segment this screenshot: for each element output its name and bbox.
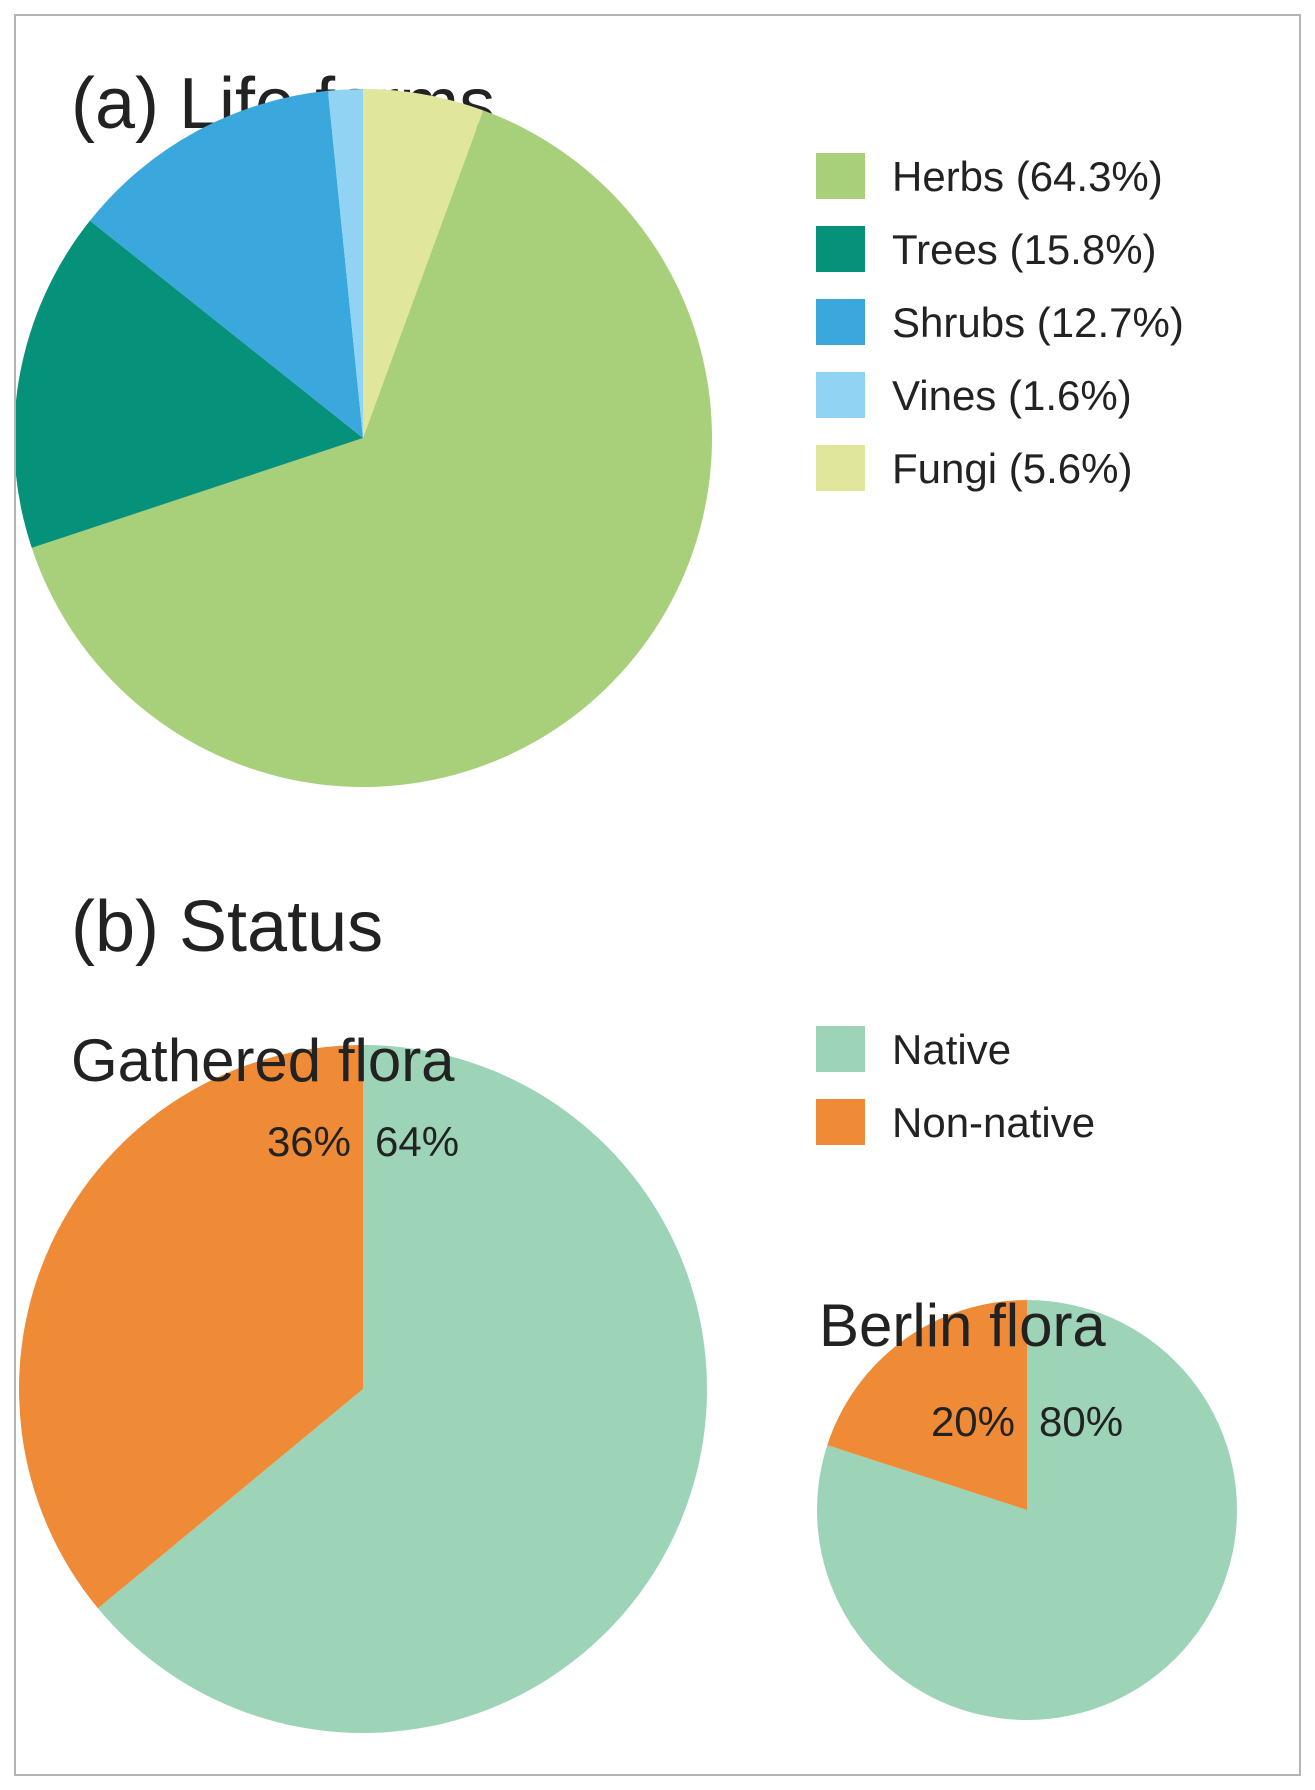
legend-label-vines: Vines (1.6%) xyxy=(892,372,1132,419)
life-forms-slice-shrubs xyxy=(89,90,363,439)
gathered-flora-slice-native xyxy=(97,1045,707,1733)
panel-b-title: (b) Status xyxy=(71,887,383,967)
berlin-flora-label: Berlin flora xyxy=(819,1292,1106,1359)
legend-swatch-herbs xyxy=(816,153,865,199)
life-forms-legend: Herbs (64.3%) Trees (15.8%) Shrubs (12.7%)… xyxy=(816,153,1184,492)
life-forms-slice-herbs xyxy=(31,110,712,788)
legend-label-fungi: Fungi (5.6%) xyxy=(892,445,1132,492)
legend-swatch-fungi xyxy=(816,445,865,491)
legend-label-herbs: Herbs (64.3%) xyxy=(892,153,1163,200)
berlin-non-native-value-label: 20% xyxy=(931,1398,1015,1445)
legend-label-native: Native xyxy=(892,1026,1011,1073)
figure-canvas: (a) Life forms Herbs (64.3%)Trees (15.8%… xyxy=(16,64,1237,1733)
gathered-non-native-value-label: 36% xyxy=(267,1118,351,1165)
berlin-native-value-label: 80% xyxy=(1039,1398,1123,1445)
gathered-flora-pie: Gathered flora 36% 64% xyxy=(18,1027,707,1733)
legend-swatch-shrubs xyxy=(816,299,865,345)
life-forms-slice-vines xyxy=(327,89,363,438)
legend-swatch-vines xyxy=(816,372,865,418)
berlin-flora-slice-non-native xyxy=(827,1300,1027,1510)
figure-frame: (a) Life forms Herbs (64.3%)Trees (15.8%… xyxy=(14,14,1301,1776)
life-forms-pie xyxy=(16,89,712,788)
gathered-native-value-label: 64% xyxy=(375,1118,459,1165)
berlin-flora-pie: Berlin flora 20% 80% xyxy=(817,1292,1237,1721)
life-forms-slice-fungi xyxy=(363,89,484,438)
status-legend: Native Non-native xyxy=(816,1026,1095,1146)
gathered-flora-slice-non-native xyxy=(18,1045,363,1609)
legend-swatch-trees xyxy=(816,226,865,272)
legend-label-shrubs: Shrubs (12.7%) xyxy=(892,299,1184,346)
legend-swatch-non-native xyxy=(816,1099,865,1145)
legend-label-trees: Trees (15.8%) xyxy=(892,226,1157,273)
gathered-flora-label: Gathered flora xyxy=(71,1027,455,1094)
legend-label-non-native: Non-native xyxy=(892,1099,1095,1146)
legend-swatch-native xyxy=(816,1026,865,1072)
life-forms-slice-trees xyxy=(16,220,363,548)
